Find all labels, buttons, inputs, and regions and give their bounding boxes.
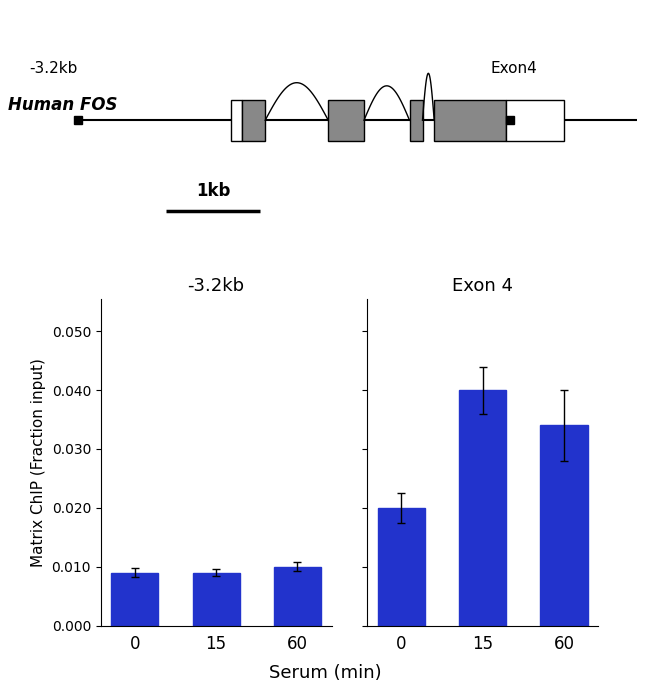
- Text: Serum (min): Serum (min): [268, 664, 382, 682]
- Bar: [328, 100, 364, 140]
- Bar: [506, 116, 515, 124]
- Bar: [231, 100, 242, 140]
- Bar: [242, 100, 265, 140]
- Title: Exon 4: Exon 4: [452, 277, 513, 295]
- Bar: [274, 566, 321, 626]
- Bar: [459, 390, 506, 626]
- Text: -3.2kb: -3.2kb: [29, 61, 77, 76]
- Bar: [434, 100, 506, 140]
- Text: Exon4: Exon4: [491, 61, 538, 76]
- Bar: [192, 573, 240, 626]
- Y-axis label: Matrix ChIP (Fraction input): Matrix ChIP (Fraction input): [31, 358, 46, 566]
- Bar: [111, 573, 159, 626]
- Text: 1kb: 1kb: [196, 181, 230, 199]
- Bar: [378, 508, 425, 626]
- Bar: [506, 100, 564, 140]
- Title: -3.2kb: -3.2kb: [188, 277, 244, 295]
- Bar: [74, 116, 82, 124]
- Text: Human FOS: Human FOS: [8, 96, 117, 114]
- Bar: [410, 100, 422, 140]
- Bar: [540, 425, 588, 626]
